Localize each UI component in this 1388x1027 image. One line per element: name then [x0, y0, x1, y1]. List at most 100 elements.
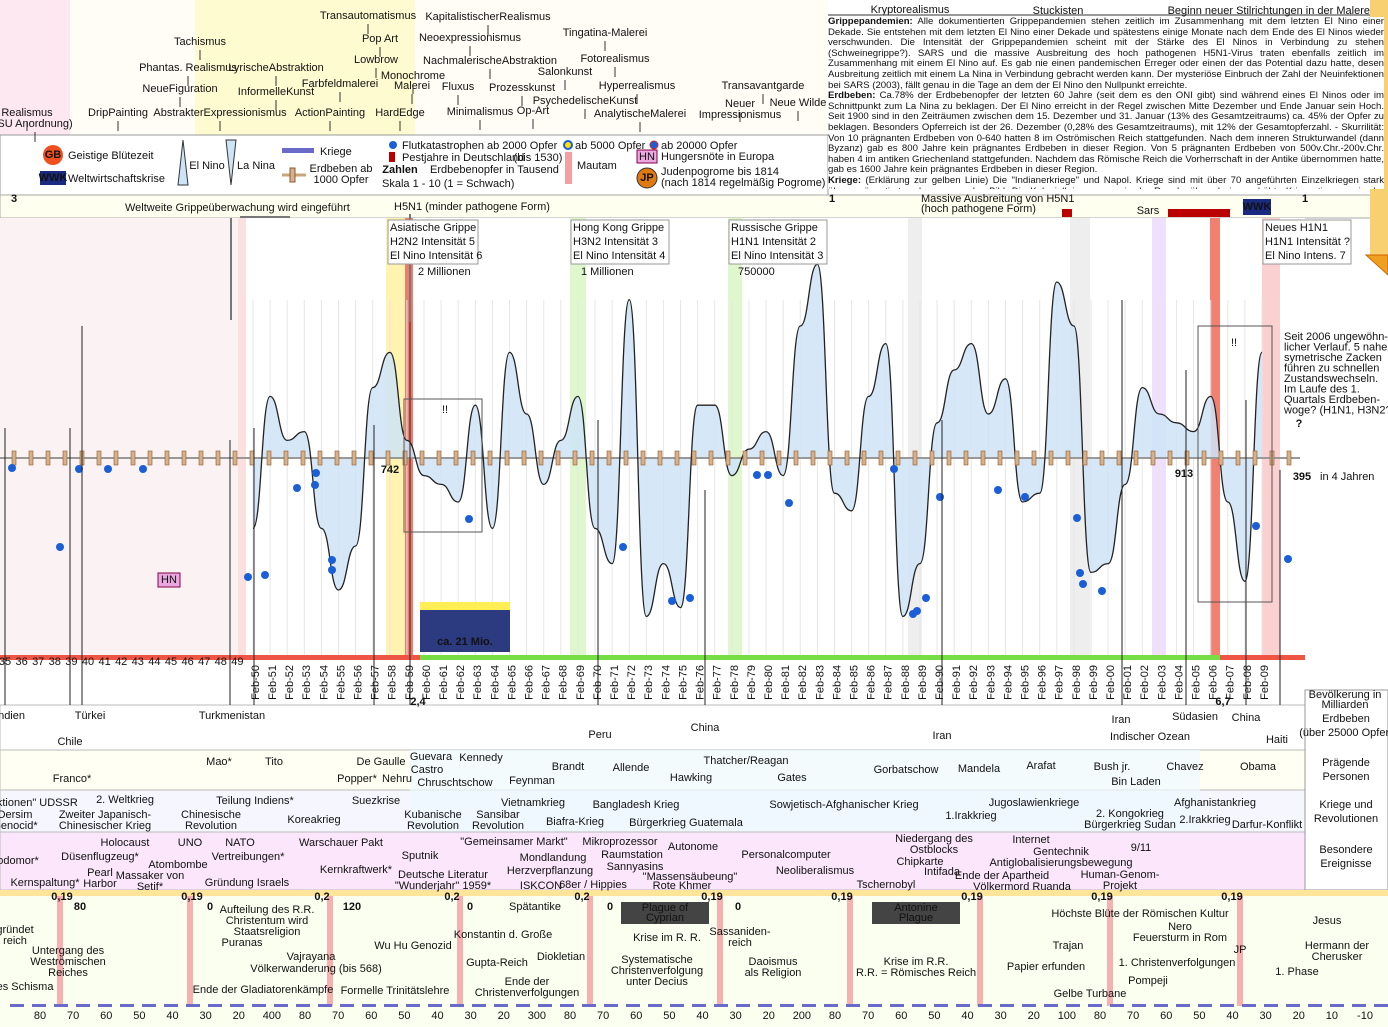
year-label: 49	[231, 656, 243, 668]
x-tick-label: Feb-78	[729, 665, 741, 700]
row-item: De Gaulle	[357, 756, 406, 768]
row-item: Bin Laden	[1111, 776, 1161, 788]
war-marker	[334, 450, 340, 466]
war-dash	[780, 1004, 794, 1007]
scale-label: 50	[663, 1010, 675, 1022]
x-tick-label: Feb-58	[387, 665, 399, 700]
war-marker	[453, 450, 459, 466]
war-marker	[1218, 450, 1224, 466]
art-movement: Op-Art	[517, 105, 549, 117]
war-marker	[674, 450, 680, 466]
art-movement: NachmalerischeAbstraktion	[423, 55, 557, 67]
antiquity-band-mark	[187, 896, 193, 1006]
row-item: Bush jr.	[1094, 761, 1131, 773]
x-tick-label: Feb-03	[1156, 665, 1168, 700]
war-marker	[895, 450, 901, 466]
row-item: Bangladesh Krieg	[593, 799, 680, 811]
war-dash	[1088, 1004, 1102, 1007]
info-paragraph: Erdbeben: Ca.78% der Erdbebenopfer der l…	[828, 90, 1384, 176]
period-band	[1262, 218, 1280, 655]
label: Pestjahre in Deutschland	[402, 152, 524, 164]
scale-label: 400	[263, 1010, 281, 1022]
war-marker	[198, 450, 204, 466]
scale-label: 70	[1127, 1010, 1139, 1022]
row-item: Mondlandung	[520, 852, 587, 864]
flood-dot	[1098, 587, 1106, 595]
antiquity-item: 1. Christenverfolgungen	[1119, 957, 1236, 969]
period-band	[238, 218, 246, 655]
war-dash	[450, 1004, 464, 1007]
row-item: Niedergang des	[895, 833, 973, 845]
year-label: 39	[65, 656, 77, 668]
war-dash	[626, 1004, 640, 1007]
antiquity-item: Hermann der	[1305, 940, 1370, 952]
war-dash	[1242, 1004, 1256, 1007]
x-tick-label: Feb-89	[917, 665, 929, 700]
war-dash	[186, 1004, 200, 1007]
row-item: Völkermord Ruanda	[973, 881, 1072, 893]
info-text: Ca.78% der Erdbebenopfer der letzten 60 …	[828, 90, 1384, 176]
war-marker	[1167, 450, 1173, 466]
art-movement: Lowbrow	[354, 54, 398, 66]
label: Im Laufe des 1.	[1284, 383, 1360, 395]
row-item: Gates	[777, 772, 807, 784]
wwk-icon	[40, 171, 66, 185]
flu-box	[1262, 219, 1352, 265]
war-dash	[692, 1004, 706, 1007]
year-label: 36	[15, 656, 27, 668]
el-nino-line	[252, 263, 1263, 618]
x-tick-label: Feb-06	[1208, 665, 1220, 700]
art-movement: Phantas. Realismus	[139, 62, 237, 74]
x-tick-label: Feb-77	[712, 665, 724, 700]
war-marker	[351, 450, 357, 466]
row-item: Düsenflugzeug*	[61, 851, 139, 863]
art-movement: Pop Art	[362, 33, 398, 45]
row-item: UNO	[178, 837, 203, 849]
erdbeben-icon-box	[289, 167, 296, 183]
flood-dot	[994, 486, 1002, 494]
antiquity-item: Pompeji	[1128, 975, 1168, 987]
year-label: 46	[181, 656, 193, 668]
x-tick-label: Feb-90	[934, 665, 946, 700]
row-item: Castro	[411, 764, 443, 776]
label: 913	[1175, 468, 1193, 480]
war-marker	[11, 450, 17, 466]
flood-dot	[1079, 580, 1087, 588]
row-item: ISKCON	[520, 880, 562, 892]
row-item: Ende der Apartheid	[955, 870, 1049, 882]
gb-icon-label: GB	[45, 149, 62, 161]
antiquity-item: Gelbe Turbane	[1054, 988, 1127, 1000]
label: Zahlen	[382, 164, 418, 176]
info-lead: Kriege:	[828, 174, 862, 186]
war-marker	[1116, 450, 1122, 466]
scale-label: 20	[498, 1010, 510, 1022]
war-marker	[215, 450, 221, 466]
art-movement: Stuckisten	[1033, 5, 1084, 17]
scale-label: 200	[793, 1010, 811, 1022]
war-dash	[494, 1004, 508, 1007]
war-dash	[648, 1004, 662, 1007]
flood-dot	[890, 465, 898, 473]
antiquity-item: Krise im R.R.	[884, 956, 949, 968]
scale-label: 20	[233, 1010, 245, 1022]
war-dash	[98, 1004, 112, 1007]
antiquity-item: 1. Phase	[1275, 966, 1318, 978]
flood-dot	[1076, 569, 1084, 577]
war-marker	[623, 450, 629, 466]
scale-label: 80	[34, 1010, 46, 1022]
row-item: Chruschtschow	[417, 777, 492, 789]
art-movement: AbstrakterExpressionismus	[153, 107, 287, 119]
label: 2,4	[410, 696, 426, 708]
war-dash	[230, 1004, 244, 1007]
flood-dot	[1073, 514, 1081, 522]
label: Antonine	[894, 902, 937, 914]
row-item: Darfur-Konflikt	[1232, 819, 1302, 831]
label: Russische Grippe	[731, 222, 818, 234]
war-dash	[1132, 1004, 1146, 1007]
war-dash	[912, 1004, 926, 1007]
antiquity-item: Völkerwanderung (bis 568)	[250, 963, 381, 975]
antiquity-item: Ende der	[505, 976, 550, 988]
label: Mautam	[577, 160, 617, 172]
war-dash	[340, 1004, 354, 1007]
